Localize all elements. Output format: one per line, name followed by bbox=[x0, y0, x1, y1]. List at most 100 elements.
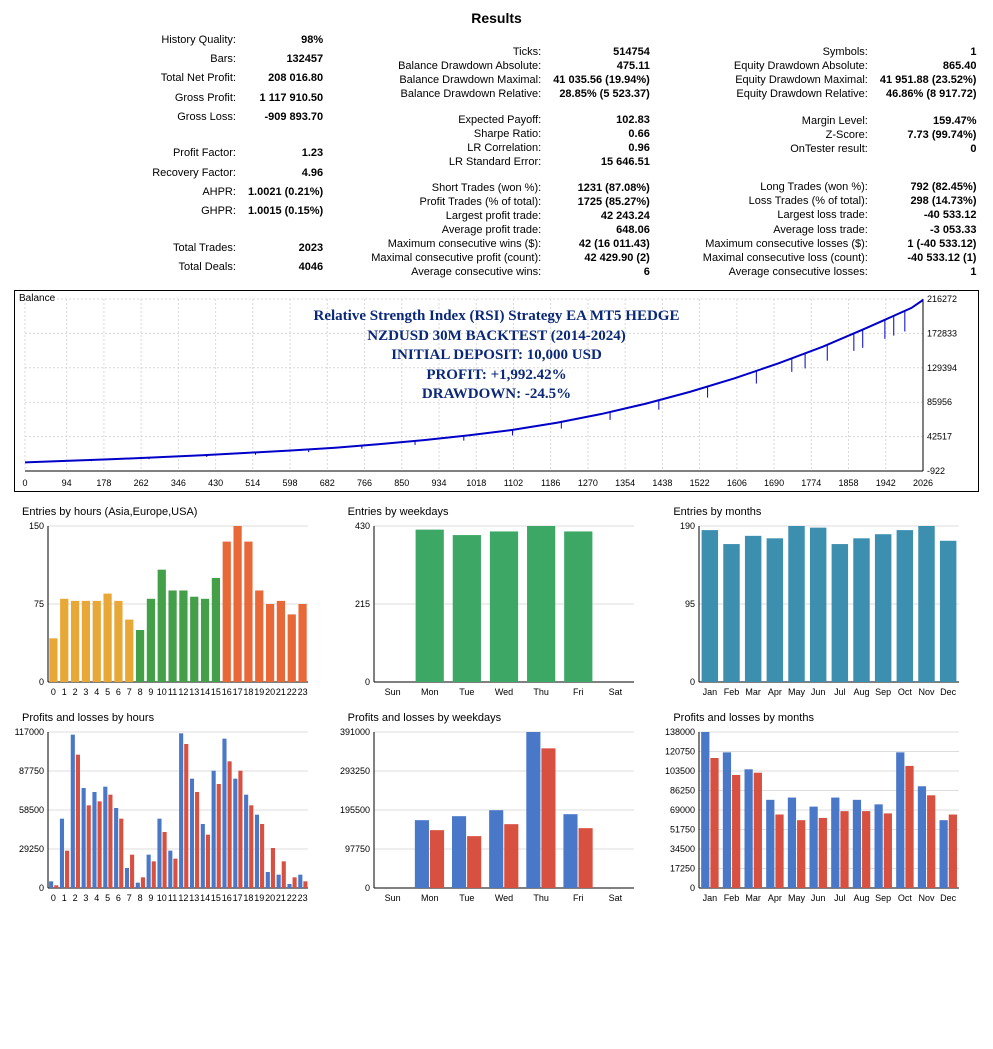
svg-text:1354: 1354 bbox=[615, 478, 635, 488]
svg-text:Dec: Dec bbox=[940, 893, 957, 903]
svg-text:1270: 1270 bbox=[578, 478, 598, 488]
mini-charts: Entries by hours (Asia,Europe,USA)075150… bbox=[14, 506, 979, 906]
stats-col-1: History Quality:98%Bars:132457Total Net … bbox=[17, 34, 324, 278]
stats-col-3: Symbols:1Equity Drawdown Absolute:865.40… bbox=[670, 34, 977, 278]
svg-text:Jul: Jul bbox=[834, 687, 846, 697]
svg-text:1606: 1606 bbox=[727, 478, 747, 488]
svg-text:430: 430 bbox=[208, 478, 223, 488]
svg-text:85956: 85956 bbox=[927, 397, 952, 407]
svg-text:19: 19 bbox=[254, 687, 264, 697]
svg-text:29250: 29250 bbox=[19, 844, 44, 854]
svg-text:34500: 34500 bbox=[670, 844, 695, 854]
svg-text:19: 19 bbox=[254, 893, 264, 903]
svg-text:13: 13 bbox=[189, 893, 199, 903]
svg-text:1018: 1018 bbox=[466, 478, 486, 488]
svg-text:Oct: Oct bbox=[898, 687, 913, 697]
balance-label: Balance bbox=[19, 293, 55, 304]
svg-text:Mar: Mar bbox=[746, 687, 762, 697]
svg-text:293250: 293250 bbox=[340, 766, 370, 776]
svg-text:103500: 103500 bbox=[665, 766, 695, 776]
svg-text:Jan: Jan bbox=[703, 687, 718, 697]
svg-text:Mon: Mon bbox=[421, 687, 439, 697]
svg-text:16: 16 bbox=[222, 893, 232, 903]
months-title: Entries by months bbox=[673, 506, 979, 518]
svg-text:95: 95 bbox=[685, 599, 695, 609]
hours-title: Entries by hours (Asia,Europe,USA) bbox=[22, 506, 328, 518]
svg-text:216272: 216272 bbox=[927, 294, 957, 304]
stats-grid: History Quality:98%Bars:132457Total Net … bbox=[17, 34, 977, 278]
svg-text:9: 9 bbox=[148, 893, 153, 903]
svg-text:Aug: Aug bbox=[854, 893, 870, 903]
svg-text:262: 262 bbox=[134, 478, 149, 488]
svg-text:0: 0 bbox=[22, 478, 27, 488]
svg-text:0: 0 bbox=[51, 687, 56, 697]
svg-text:Tue: Tue bbox=[459, 687, 474, 697]
svg-text:Wed: Wed bbox=[494, 893, 512, 903]
chart-pl-months: 0172503450051750690008625010350012075013… bbox=[665, 726, 965, 906]
svg-text:May: May bbox=[788, 893, 806, 903]
svg-text:178: 178 bbox=[96, 478, 111, 488]
svg-text:3: 3 bbox=[83, 893, 88, 903]
svg-text:Thu: Thu bbox=[533, 893, 549, 903]
svg-text:1942: 1942 bbox=[876, 478, 896, 488]
svg-text:1774: 1774 bbox=[801, 478, 821, 488]
svg-text:Aug: Aug bbox=[854, 687, 870, 697]
svg-text:23: 23 bbox=[298, 893, 308, 903]
svg-text:86250: 86250 bbox=[670, 786, 695, 796]
svg-text:11: 11 bbox=[168, 687, 177, 697]
svg-text:0: 0 bbox=[690, 677, 695, 687]
svg-text:-922: -922 bbox=[927, 466, 945, 476]
svg-text:215: 215 bbox=[355, 599, 370, 609]
svg-text:1186: 1186 bbox=[541, 478, 560, 488]
svg-text:20: 20 bbox=[265, 687, 275, 697]
svg-text:13: 13 bbox=[189, 687, 199, 697]
svg-text:22: 22 bbox=[287, 687, 297, 697]
svg-text:Dec: Dec bbox=[940, 687, 957, 697]
svg-text:2: 2 bbox=[73, 687, 78, 697]
stats-col-2: Ticks:514754Balance Drawdown Absolute:47… bbox=[343, 34, 650, 278]
svg-text:Apr: Apr bbox=[768, 687, 782, 697]
svg-text:150: 150 bbox=[29, 521, 44, 531]
svg-text:129394: 129394 bbox=[927, 363, 957, 373]
svg-text:14: 14 bbox=[200, 893, 210, 903]
svg-text:Feb: Feb bbox=[724, 687, 740, 697]
svg-text:1522: 1522 bbox=[690, 478, 710, 488]
svg-text:Sat: Sat bbox=[608, 893, 622, 903]
svg-text:Apr: Apr bbox=[768, 893, 782, 903]
svg-text:Nov: Nov bbox=[919, 893, 936, 903]
svg-text:Mon: Mon bbox=[421, 893, 439, 903]
svg-text:21: 21 bbox=[276, 687, 286, 697]
svg-text:2026: 2026 bbox=[913, 478, 933, 488]
svg-text:Sun: Sun bbox=[384, 687, 400, 697]
svg-text:18: 18 bbox=[243, 687, 253, 697]
svg-text:Jan: Jan bbox=[703, 893, 718, 903]
svg-text:391000: 391000 bbox=[340, 727, 370, 737]
chart-pl-hours: 0292505850087750117000012345678910111213… bbox=[14, 726, 314, 906]
svg-text:7: 7 bbox=[127, 893, 132, 903]
svg-text:3: 3 bbox=[83, 687, 88, 697]
svg-text:0: 0 bbox=[690, 883, 695, 893]
svg-text:1102: 1102 bbox=[504, 478, 523, 488]
balance-svg: -922425178595612939417283321627209417826… bbox=[15, 291, 975, 491]
svg-text:10: 10 bbox=[157, 687, 167, 697]
svg-text:22: 22 bbox=[287, 893, 297, 903]
svg-text:Mar: Mar bbox=[746, 893, 762, 903]
pl-weekdays-title: Profits and losses by weekdays bbox=[348, 712, 654, 724]
pl-months-title: Profits and losses by months bbox=[673, 712, 979, 724]
svg-text:430: 430 bbox=[355, 521, 370, 531]
svg-text:94: 94 bbox=[62, 478, 72, 488]
svg-text:7: 7 bbox=[127, 687, 132, 697]
svg-text:5: 5 bbox=[105, 893, 110, 903]
svg-text:51750: 51750 bbox=[670, 825, 695, 835]
svg-text:18: 18 bbox=[243, 893, 253, 903]
svg-text:1: 1 bbox=[62, 687, 67, 697]
svg-text:Thu: Thu bbox=[533, 687, 549, 697]
pl-hours-title: Profits and losses by hours bbox=[22, 712, 328, 724]
svg-text:5: 5 bbox=[105, 687, 110, 697]
svg-text:0: 0 bbox=[51, 893, 56, 903]
svg-text:346: 346 bbox=[171, 478, 186, 488]
svg-text:1690: 1690 bbox=[764, 478, 784, 488]
svg-text:15: 15 bbox=[211, 893, 221, 903]
svg-text:598: 598 bbox=[283, 478, 298, 488]
svg-text:Oct: Oct bbox=[898, 893, 913, 903]
